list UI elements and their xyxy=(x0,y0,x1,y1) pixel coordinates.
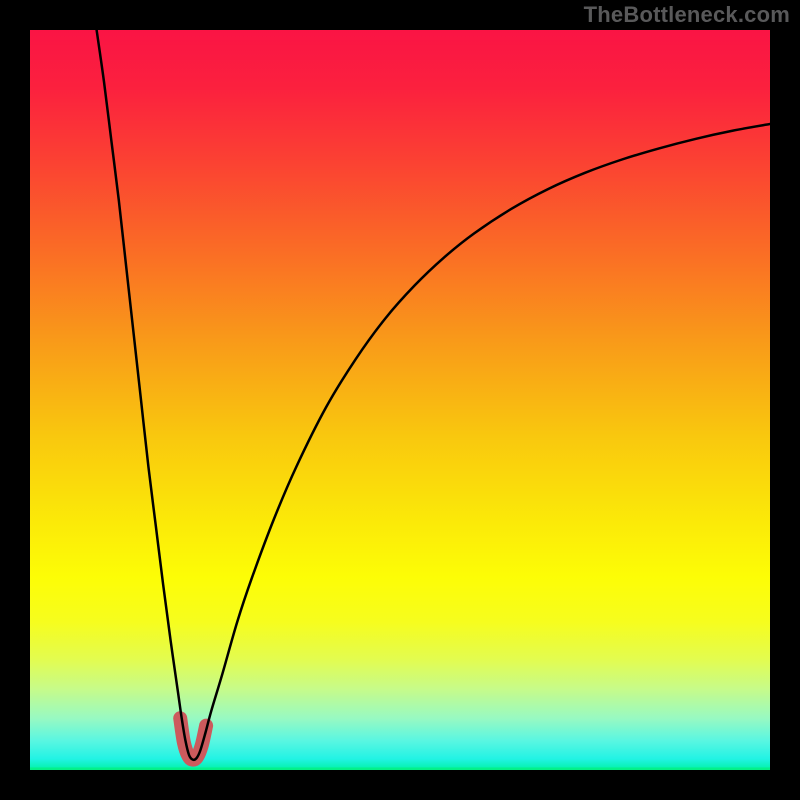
watermark-text: TheBottleneck.com xyxy=(584,2,790,28)
bottleneck-chart xyxy=(30,30,770,770)
chart-svg xyxy=(30,30,770,770)
image-frame: TheBottleneck.com xyxy=(0,0,800,800)
